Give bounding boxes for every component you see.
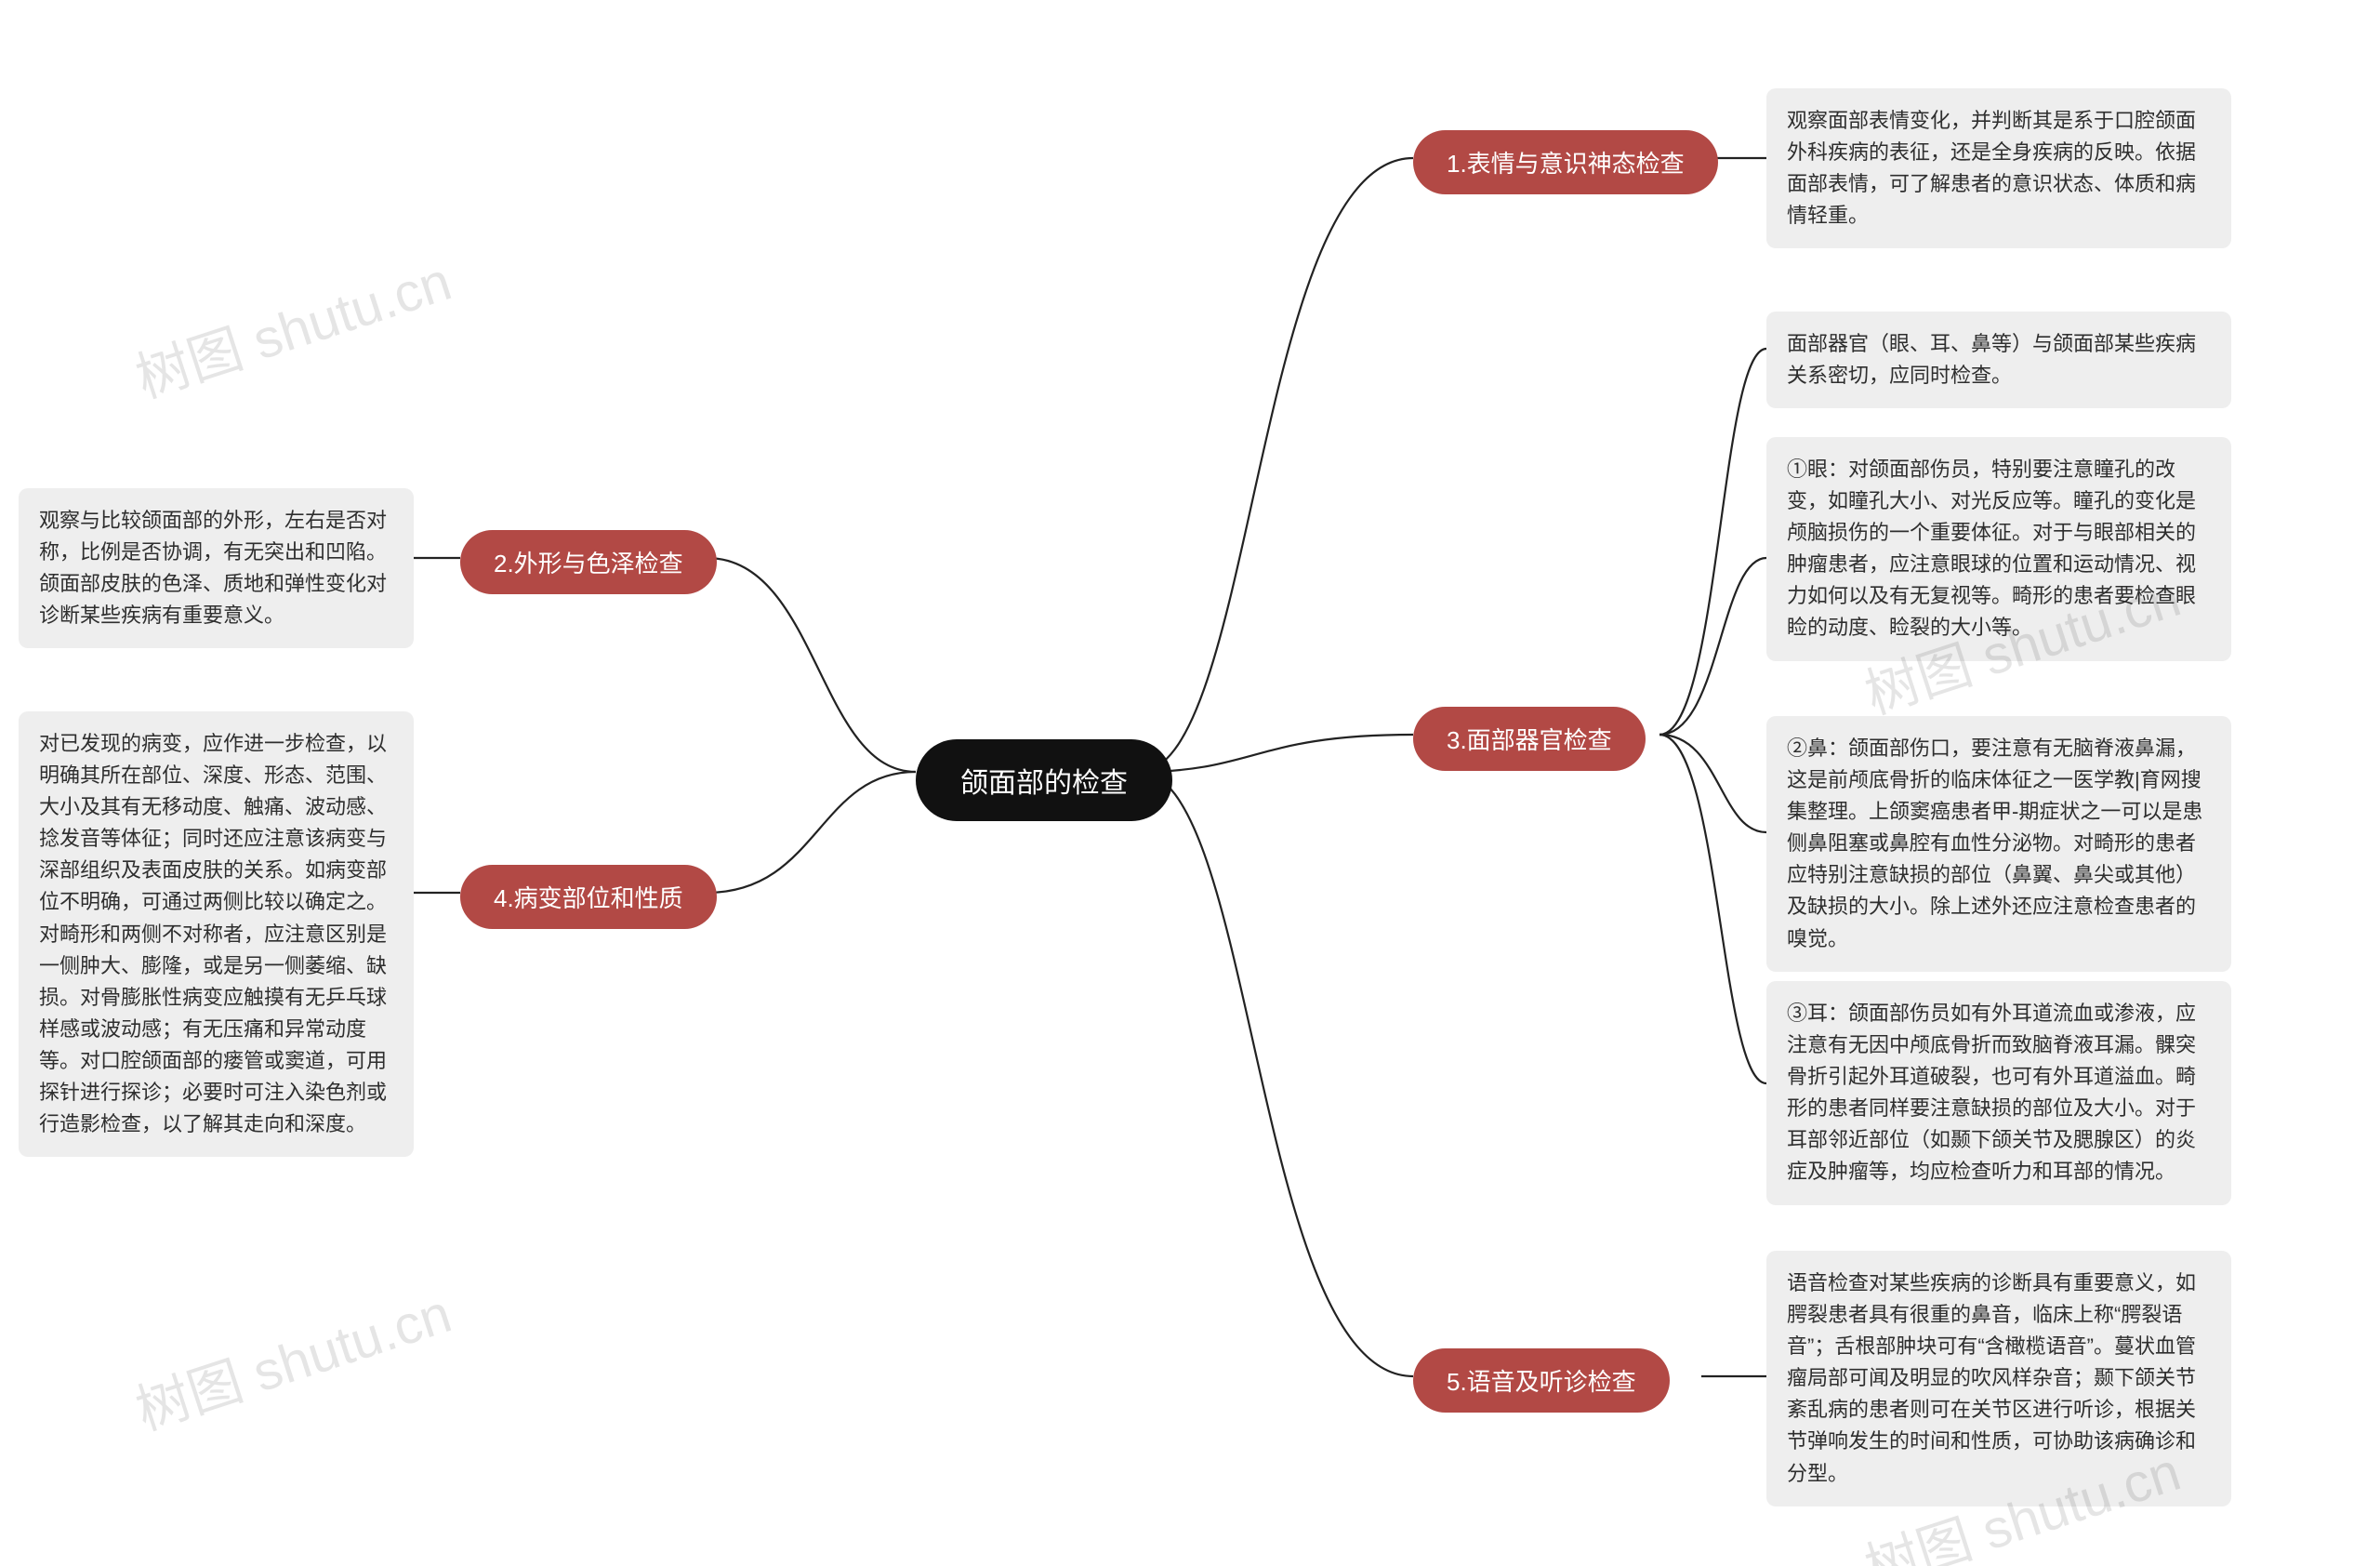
branch-5: 5.语音及听诊检查 <box>1413 1348 1670 1413</box>
branch-4: 4.病变部位和性质 <box>460 865 717 929</box>
leaf-3b: ①眼：对颌面部伤员，特别要注意瞳孔的改变，如瞳孔大小、对光反应等。瞳孔的变化是颅… <box>1766 437 2231 661</box>
leaf-2: 观察与比较颌面部的外形，左右是否对称，比例是否协调，有无突出和凹陷。颌面部皮肤的… <box>19 488 414 648</box>
watermark: 树图 shutu.cn <box>125 238 459 413</box>
leaf-5: 语音检查对某些疾病的诊断具有重要意义，如腭裂患者具有很重的鼻音，临床上称“腭裂语… <box>1766 1251 2231 1506</box>
branch-1: 1.表情与意识神态检查 <box>1413 130 1718 194</box>
branch-3: 3.面部器官检查 <box>1413 707 1646 771</box>
leaf-4: 对已发现的病变，应作进一步检查，以明确其所在部位、深度、形态、范围、大小及其有无… <box>19 711 414 1157</box>
leaf-3c: ②鼻：颌面部伤口，要注意有无脑脊液鼻漏，这是前颅底骨折的临床体征之一医学教|育网… <box>1766 716 2231 972</box>
leaf-3a: 面部器官（眼、耳、鼻等）与颌面部某些疾病关系密切，应同时检查。 <box>1766 312 2231 408</box>
center-node: 颌面部的检查 <box>916 739 1172 821</box>
branch-2: 2.外形与色泽检查 <box>460 530 717 594</box>
watermark: 树图 shutu.cn <box>125 1270 459 1445</box>
leaf-1: 观察面部表情变化，并判断其是系于口腔颌面外科疾病的表征，还是全身疾病的反映。依据… <box>1766 88 2231 248</box>
leaf-3d: ③耳：颌面部伤员如有外耳道流血或渗液，应注意有无因中颅底骨折而致脑脊液耳漏。髁突… <box>1766 981 2231 1205</box>
